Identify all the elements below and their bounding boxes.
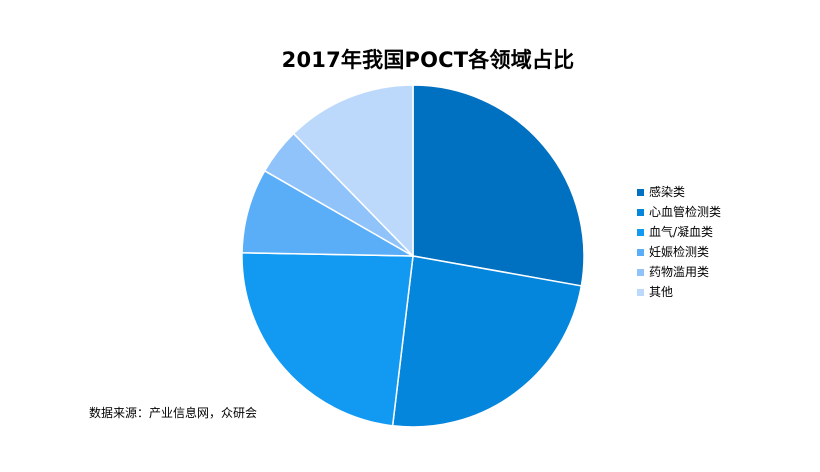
legend-label: 感染类 [649,185,686,199]
legend-swatch [637,248,644,256]
chart-title: 2017年我国POCT各领域占比 [281,48,575,72]
legend-swatch [637,188,644,196]
source-note: 数据来源：产业信息网，众研会 [89,406,258,420]
chart-legend: 感染类 心血管检测类 血气/凝血类 妊娠检测类 药物滥用类 其他 [637,182,721,302]
legend-label: 心血管检测类 [649,205,722,219]
pie-slice [292,84,414,258]
legend-swatch [637,208,644,216]
legend-swatch [637,228,644,236]
legend-item: 其他 [637,282,721,302]
pie-slice [391,255,583,428]
pie-slice [241,252,414,427]
legend-label: 妊娠检测类 [649,245,710,259]
legend-label: 其他 [649,285,674,299]
legend-label: 药物滥用类 [649,265,710,279]
legend-item: 心血管检测类 [637,202,721,222]
pie-slices [241,84,585,428]
legend-swatch [637,268,644,276]
pie-slice [412,84,585,287]
legend-label: 血气/凝血类 [649,225,714,239]
legend-item: 药物滥用类 [637,262,721,282]
legend-item: 感染类 [637,182,721,202]
legend-item: 血气/凝血类 [637,222,721,242]
legend-item: 妊娠检测类 [637,242,721,262]
legend-swatch [637,288,644,296]
